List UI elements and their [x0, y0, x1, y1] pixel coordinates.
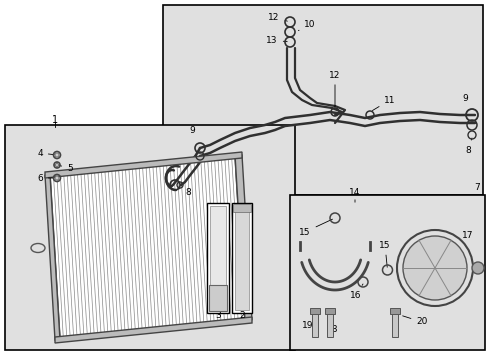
- Text: 10: 10: [298, 19, 315, 31]
- Circle shape: [55, 153, 59, 157]
- Text: 1: 1: [52, 115, 58, 125]
- Text: 4: 4: [37, 149, 54, 158]
- Circle shape: [471, 262, 483, 274]
- Polygon shape: [45, 175, 60, 340]
- Text: 11: 11: [372, 95, 395, 111]
- Bar: [289, 195, 484, 350]
- Bar: [208, 285, 226, 311]
- Text: 7: 7: [473, 183, 479, 192]
- Bar: [209, 206, 225, 286]
- Text: 16: 16: [349, 284, 362, 300]
- Polygon shape: [50, 155, 244, 340]
- Polygon shape: [55, 317, 251, 343]
- Text: 17: 17: [461, 230, 473, 239]
- Text: 12: 12: [268, 13, 287, 22]
- Text: 19: 19: [302, 314, 313, 329]
- Text: 18: 18: [326, 318, 338, 334]
- Polygon shape: [235, 155, 251, 320]
- Text: 14: 14: [348, 188, 360, 197]
- Text: 8: 8: [464, 138, 471, 154]
- Bar: [309, 308, 319, 314]
- Polygon shape: [45, 152, 242, 178]
- Text: 20: 20: [402, 316, 427, 327]
- Text: 3: 3: [215, 310, 221, 320]
- Bar: [391, 312, 397, 337]
- Circle shape: [402, 236, 466, 300]
- Bar: [231, 203, 251, 313]
- Bar: [232, 204, 250, 212]
- Text: 9: 9: [461, 94, 467, 103]
- Bar: [5, 125, 294, 350]
- Text: 6: 6: [37, 174, 54, 183]
- Bar: [235, 206, 248, 310]
- Text: 12: 12: [328, 71, 340, 80]
- Bar: [311, 312, 317, 337]
- Bar: [163, 5, 482, 195]
- Bar: [389, 308, 399, 314]
- Text: 13: 13: [265, 36, 286, 45]
- Bar: [326, 312, 332, 337]
- Bar: [206, 203, 228, 313]
- Text: 2: 2: [239, 310, 244, 320]
- Circle shape: [55, 176, 59, 180]
- Text: 9: 9: [189, 126, 195, 135]
- Text: 5: 5: [60, 163, 73, 172]
- Text: 8: 8: [177, 188, 190, 197]
- Circle shape: [55, 163, 59, 166]
- Text: 15: 15: [299, 219, 332, 237]
- Bar: [325, 308, 334, 314]
- Text: 15: 15: [379, 240, 390, 267]
